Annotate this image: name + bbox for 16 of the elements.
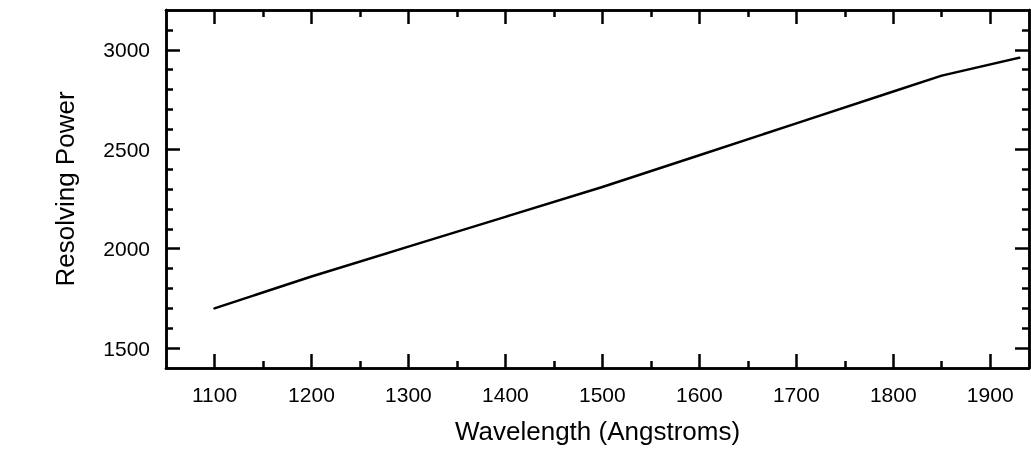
x-tick-label: 1400 bbox=[482, 383, 529, 406]
x-tick-label: 1500 bbox=[578, 383, 626, 406]
x-axis-title: Wavelength (Angstroms) bbox=[454, 416, 741, 446]
x-tick-label: 1800 bbox=[869, 383, 917, 406]
x-tick-label: 1100 bbox=[191, 383, 238, 406]
y-axis-title: Resolving Power bbox=[50, 91, 80, 287]
x-tick-label: 1200 bbox=[288, 383, 335, 406]
y-tick-label: 2500 bbox=[103, 137, 150, 161]
line-series bbox=[213, 56, 1021, 310]
y-tick-label: 3000 bbox=[103, 38, 150, 62]
x-tick-label: 1700 bbox=[772, 383, 820, 406]
x-tick-label: 1300 bbox=[385, 383, 432, 406]
x-tick-label: 1900 bbox=[966, 383, 1014, 406]
y-tick-label: 1500 bbox=[103, 336, 150, 360]
x-tick-label: 1600 bbox=[675, 383, 723, 406]
y-tick-label: 2000 bbox=[103, 237, 150, 261]
